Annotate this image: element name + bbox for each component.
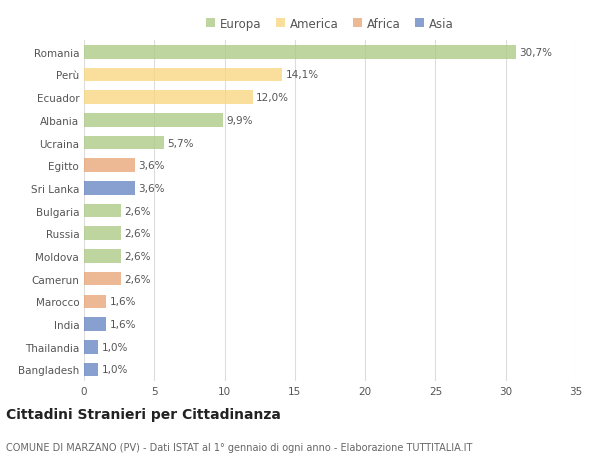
Bar: [84, 250, 121, 263]
Text: 12,0%: 12,0%: [256, 93, 289, 103]
Text: 30,7%: 30,7%: [519, 48, 552, 58]
Bar: [84, 318, 106, 331]
Text: 14,1%: 14,1%: [286, 70, 319, 80]
Text: 9,9%: 9,9%: [227, 116, 253, 126]
Bar: [84, 227, 121, 241]
Text: 5,7%: 5,7%: [167, 138, 194, 148]
Bar: [84, 159, 134, 173]
Bar: [84, 136, 164, 150]
Bar: [84, 340, 98, 354]
Bar: [84, 272, 121, 286]
Text: 2,6%: 2,6%: [124, 274, 151, 284]
Bar: [84, 295, 106, 308]
Bar: [84, 68, 282, 82]
Text: 3,6%: 3,6%: [138, 161, 164, 171]
Text: 1,0%: 1,0%: [101, 342, 128, 352]
Bar: [84, 91, 253, 105]
Text: 2,6%: 2,6%: [124, 252, 151, 262]
Bar: [84, 204, 121, 218]
Text: 1,0%: 1,0%: [101, 364, 128, 375]
Text: 3,6%: 3,6%: [138, 184, 164, 194]
Text: Cittadini Stranieri per Cittadinanza: Cittadini Stranieri per Cittadinanza: [6, 407, 281, 421]
Text: 2,6%: 2,6%: [124, 206, 151, 216]
Text: 1,6%: 1,6%: [110, 297, 137, 307]
Bar: [84, 46, 515, 59]
Text: 2,6%: 2,6%: [124, 229, 151, 239]
Bar: [84, 114, 223, 127]
Legend: Europa, America, Africa, Asia: Europa, America, Africa, Asia: [202, 13, 458, 36]
Text: 1,6%: 1,6%: [110, 319, 137, 330]
Bar: [84, 182, 134, 195]
Bar: [84, 363, 98, 376]
Text: COMUNE DI MARZANO (PV) - Dati ISTAT al 1° gennaio di ogni anno - Elaborazione TU: COMUNE DI MARZANO (PV) - Dati ISTAT al 1…: [6, 442, 472, 452]
